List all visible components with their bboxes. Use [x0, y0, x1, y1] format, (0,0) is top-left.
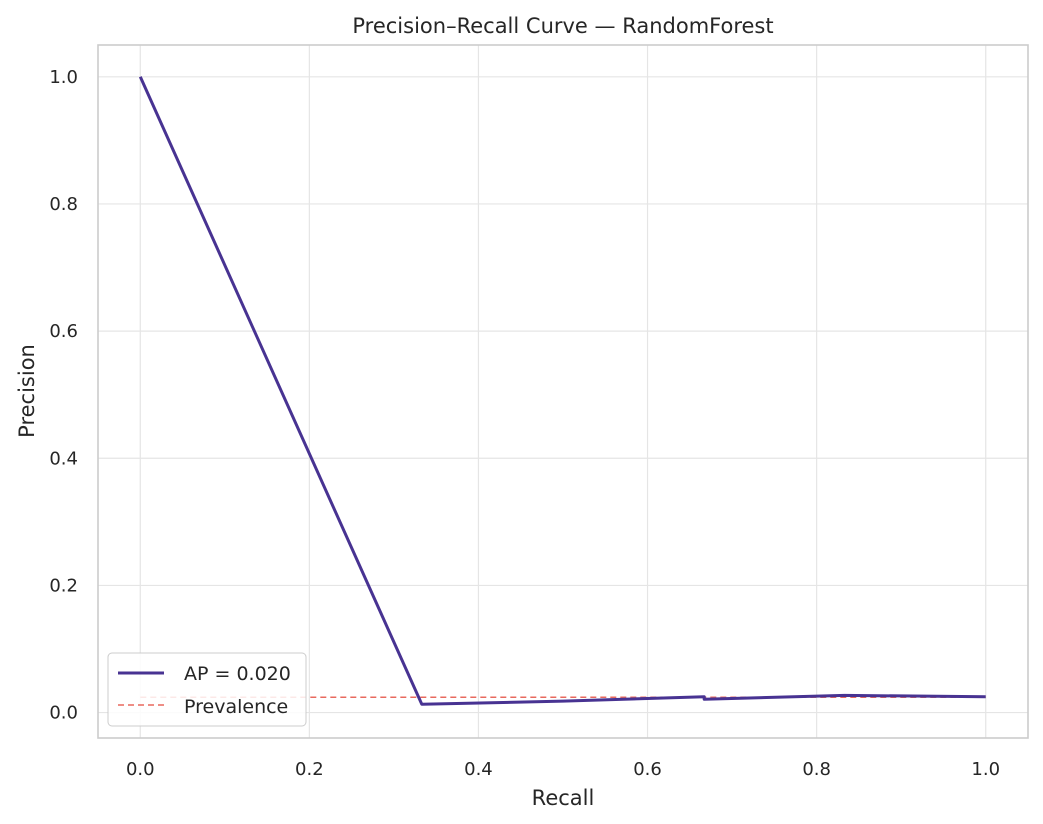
x-axis-label: Recall [532, 786, 595, 810]
y-axis-ticks: 0.0 0.2 0.4 0.6 0.8 1.0 [49, 67, 78, 724]
y-tick-label: 0.6 [49, 321, 78, 342]
chart-title: Precision–Recall Curve — RandomForest [352, 14, 773, 38]
x-axis-ticks: 0.0 0.2 0.4 0.6 0.8 1.0 [126, 759, 1000, 780]
legend-box [107, 652, 307, 727]
x-tick-label: 0.2 [295, 759, 324, 780]
x-tick-label: 0.6 [633, 759, 662, 780]
pr-curve-line [138, 76, 986, 706]
legend-label-ap: AP = 0.020 [184, 663, 291, 685]
x-tick-label: 1.0 [971, 759, 1000, 780]
x-tick-label: 0.0 [126, 759, 155, 780]
y-tick-label: 0.8 [49, 194, 78, 215]
y-axis-label: Precision [15, 344, 39, 438]
x-tick-label: 0.8 [802, 759, 831, 780]
legend-label-prevalence: Prevalence [184, 696, 288, 718]
legend: AP = 0.020 Prevalence [107, 652, 307, 727]
y-tick-label: 0.2 [49, 575, 78, 596]
plot-frame [97, 44, 1029, 739]
x-tick-label: 0.4 [464, 759, 493, 780]
grid-lines [98, 45, 1028, 738]
y-tick-label: 0.0 [49, 703, 78, 724]
y-tick-label: 1.0 [49, 67, 78, 88]
y-tick-label: 0.4 [49, 448, 78, 469]
